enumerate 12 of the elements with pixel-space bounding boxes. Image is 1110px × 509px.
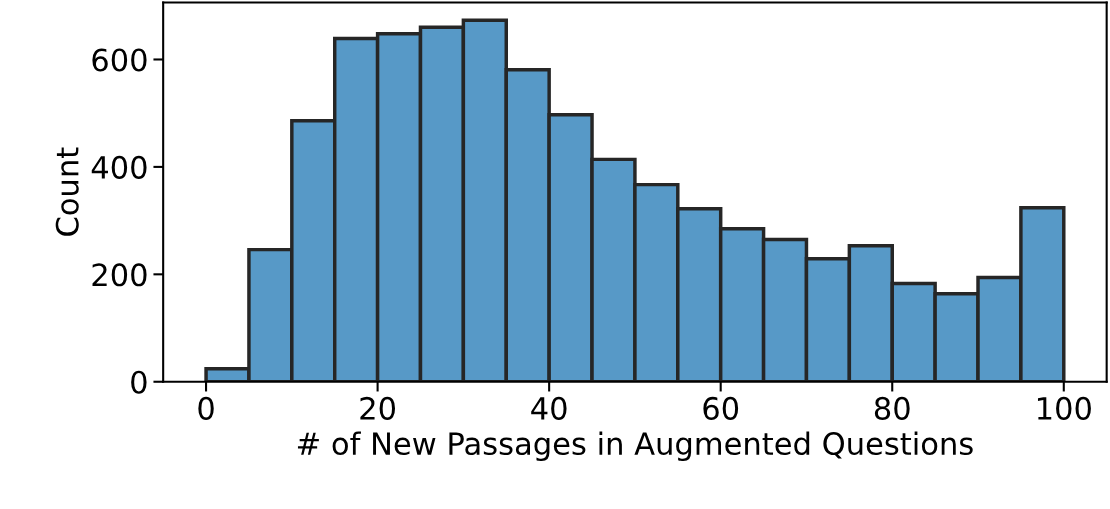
x-axis-title: # of New Passages in Augmented Questions (297, 431, 973, 462)
y-tick-label: 200 (92, 263, 147, 287)
y-tick-label: 0 (131, 370, 147, 394)
y-tick-label: 600 (92, 48, 147, 72)
x-tick-label: 100 (1037, 396, 1091, 420)
x-tick-label: 0 (198, 396, 214, 420)
y-tick-label: 400 (91, 155, 147, 179)
x-tick-label: 20 (360, 396, 396, 420)
y-axis-title: Count (55, 147, 79, 236)
x-tick-label: 40 (531, 396, 567, 420)
x-tick-label: 60 (703, 396, 739, 420)
x-tick-label: 80 (874, 396, 910, 420)
